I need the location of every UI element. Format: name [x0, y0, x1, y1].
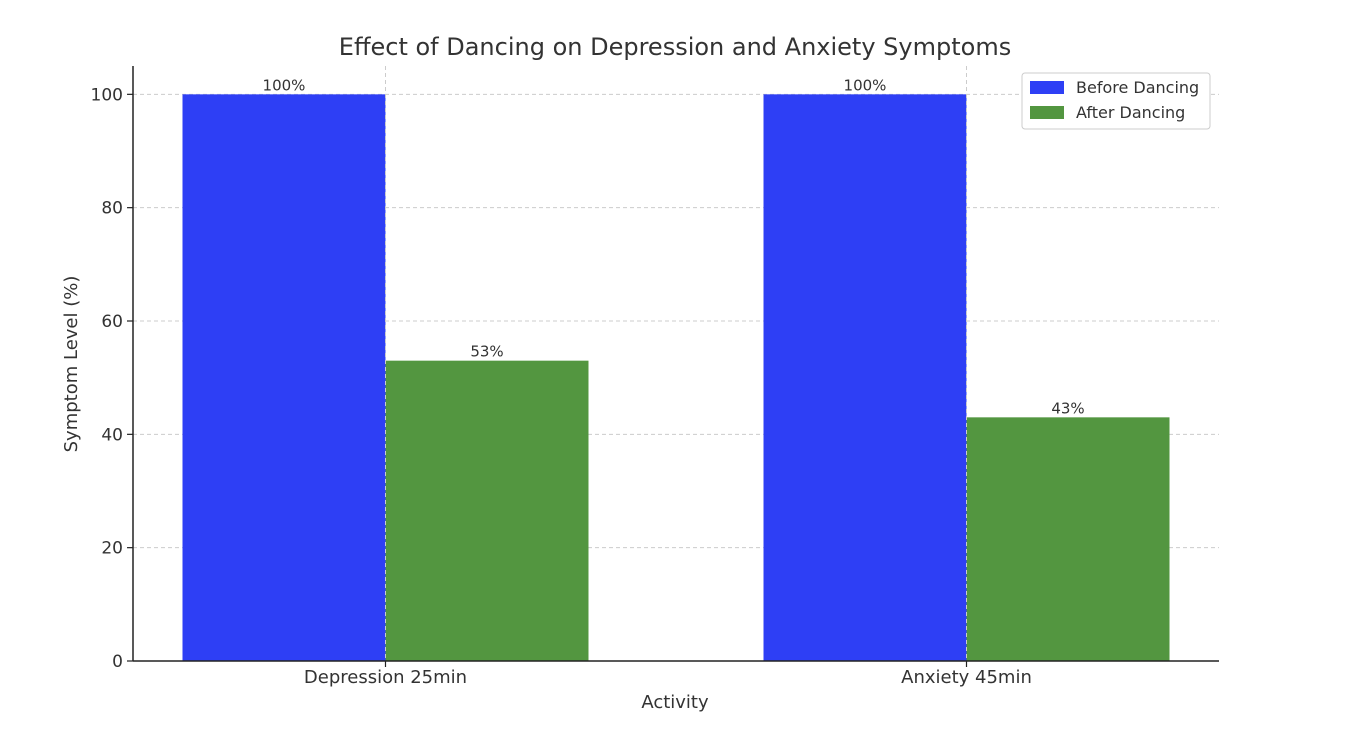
- data-label: 100%: [844, 76, 887, 94]
- legend-frame: [1021, 72, 1211, 130]
- axes-layer: [132, 66, 1219, 662]
- x-category-label: Anxiety 45min: [901, 667, 1032, 688]
- data-labels-layer: 100% 53% 100% 43%: [263, 66, 1085, 661]
- y-tick-label: 20: [101, 539, 123, 559]
- bar-after-2: [966, 417, 1170, 661]
- data-label: 43%: [1051, 399, 1084, 417]
- bar-before-2: [763, 94, 967, 662]
- bars-layer: [182, 94, 1170, 662]
- x-axis-label: Activity: [641, 692, 709, 713]
- y-tick-label: 60: [101, 312, 123, 332]
- legend-label-after: After Dancing: [1076, 103, 1185, 122]
- y-ticks-layer: 0 20 40 60 80 100: [91, 85, 133, 672]
- y-tick-label: 80: [101, 199, 123, 219]
- y-tick-label: 100: [91, 85, 123, 105]
- legend-swatch-after: [1030, 106, 1064, 119]
- y-tick-label: 0: [112, 652, 123, 672]
- legend-label-before: Before Dancing: [1076, 78, 1199, 97]
- y-axis-label: Symptom Level (%): [61, 276, 82, 453]
- legend: Before Dancing After Dancing: [1021, 72, 1211, 130]
- chart-title: Effect of Dancing on Depression and Anxi…: [339, 33, 1011, 61]
- x-category-label: Depression 25min: [304, 667, 467, 688]
- bar-before-1: [182, 94, 386, 662]
- bar-after-1: [385, 360, 589, 661]
- data-label: 100%: [263, 76, 306, 94]
- x-categories-layer: Depression 25min Anxiety 45min: [304, 661, 1032, 688]
- data-label: 53%: [470, 343, 503, 361]
- legend-swatch-before: [1030, 81, 1064, 94]
- y-tick-label: 40: [101, 425, 123, 445]
